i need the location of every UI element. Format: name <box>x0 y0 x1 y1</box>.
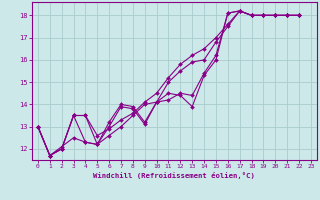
X-axis label: Windchill (Refroidissement éolien,°C): Windchill (Refroidissement éolien,°C) <box>93 172 255 179</box>
